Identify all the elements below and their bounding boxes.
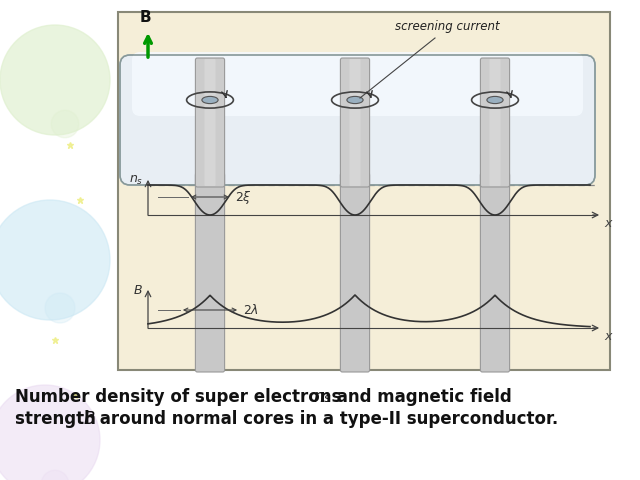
Circle shape	[0, 25, 110, 135]
FancyBboxPatch shape	[195, 173, 225, 372]
Text: $n_s$: $n_s$	[129, 173, 143, 187]
Text: Number density of super electrons: Number density of super electrons	[15, 388, 347, 406]
Ellipse shape	[202, 96, 218, 104]
Text: $\mathit{n}$: $\mathit{n}$	[313, 388, 324, 406]
FancyBboxPatch shape	[132, 52, 583, 116]
Circle shape	[0, 200, 110, 320]
Text: B: B	[140, 10, 152, 25]
Text: $2\lambda$: $2\lambda$	[243, 303, 259, 317]
Ellipse shape	[347, 96, 363, 104]
Text: $x$: $x$	[604, 330, 614, 343]
Text: around normal cores in a type-II superconductor.: around normal cores in a type-II superco…	[94, 410, 558, 428]
Ellipse shape	[487, 96, 503, 104]
Text: strength: strength	[15, 410, 102, 428]
FancyBboxPatch shape	[340, 173, 370, 372]
Circle shape	[0, 385, 100, 480]
Text: $B$: $B$	[133, 284, 143, 297]
Text: screening current: screening current	[395, 20, 500, 33]
FancyBboxPatch shape	[481, 58, 509, 187]
Circle shape	[41, 470, 68, 480]
Text: $s$: $s$	[323, 392, 332, 405]
Circle shape	[51, 110, 79, 138]
FancyBboxPatch shape	[205, 59, 216, 186]
FancyBboxPatch shape	[120, 55, 595, 185]
FancyBboxPatch shape	[481, 173, 509, 372]
FancyBboxPatch shape	[118, 12, 610, 370]
Text: $2\xi$: $2\xi$	[235, 189, 252, 205]
FancyBboxPatch shape	[490, 59, 500, 186]
Circle shape	[45, 293, 75, 323]
Text: $x$: $x$	[604, 217, 614, 230]
Text: $\mathit{B}$: $\mathit{B}$	[83, 410, 95, 428]
Text: and magnetic field: and magnetic field	[331, 388, 512, 406]
FancyBboxPatch shape	[195, 58, 225, 187]
FancyBboxPatch shape	[349, 59, 360, 186]
FancyBboxPatch shape	[340, 58, 370, 187]
